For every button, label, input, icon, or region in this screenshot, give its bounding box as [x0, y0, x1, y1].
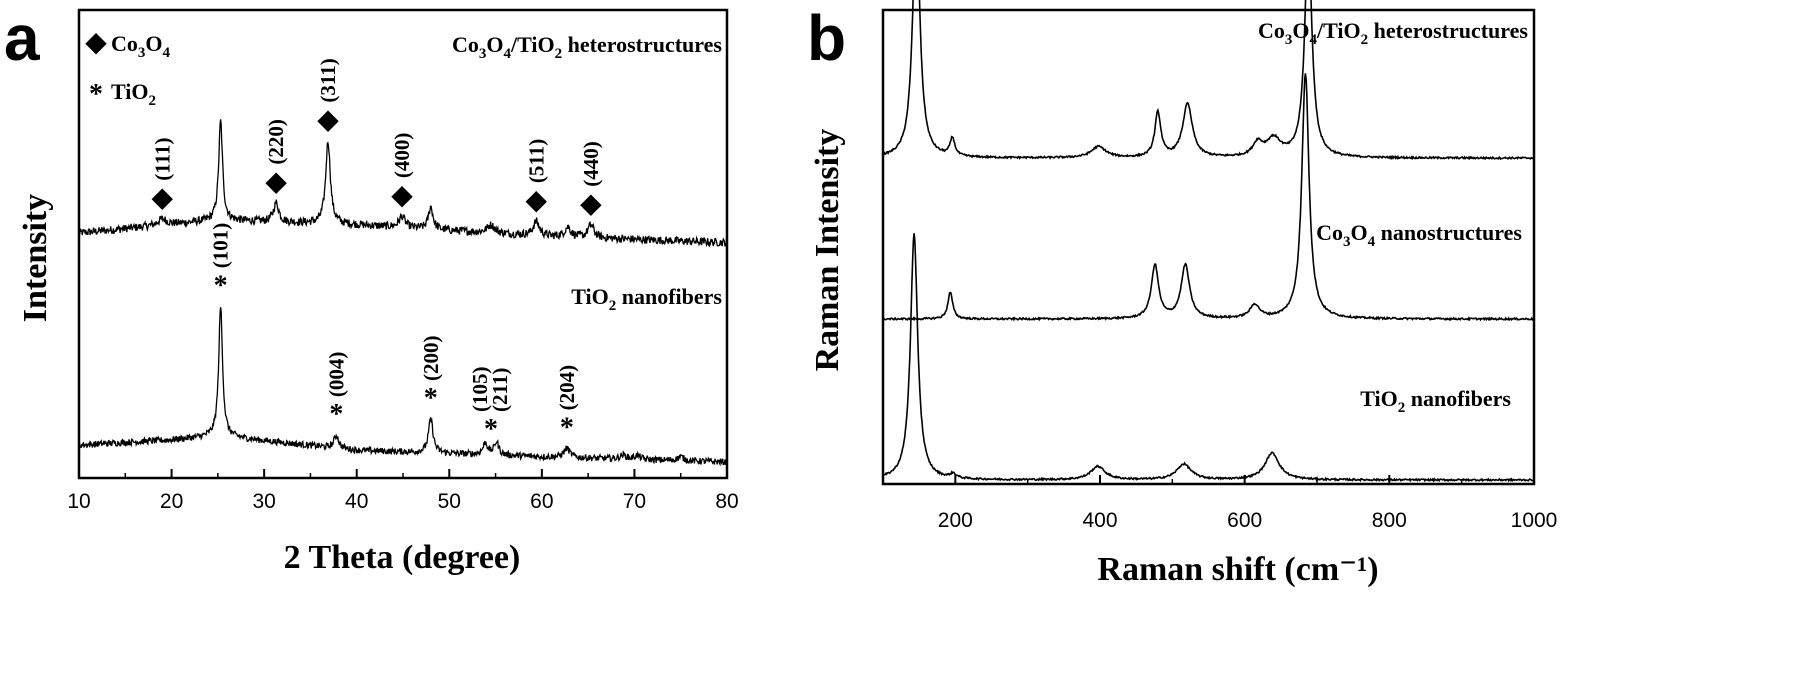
- panel-a-series-line: [78, 307, 728, 467]
- panel-a-hkl-label: (101): [209, 223, 233, 269]
- panel-a-hkl-label: (200): [419, 336, 443, 382]
- diamond-marker-icon: ◆: [526, 185, 548, 216]
- panel-b-xlabel: Raman shift (cm⁻¹): [1097, 551, 1378, 588]
- panel-a-legend-label-part: 2: [149, 93, 157, 109]
- diamond-marker-icon: ◆: [317, 105, 339, 136]
- panel-a-xtick-label: 80: [715, 490, 738, 513]
- panel-b-series-line: [883, 73, 1535, 322]
- panel-a-xtick-label: 10: [67, 490, 90, 513]
- panel-a-series-label-part: heterostructures: [562, 32, 722, 57]
- star-marker-icon: *: [329, 399, 343, 430]
- panel-a-series-label-part: nanofibers: [616, 284, 722, 309]
- panel-a-frame: [77, 8, 729, 480]
- panel-a-series-label-part: Co: [452, 32, 479, 57]
- panel-a-xtick-label: 70: [623, 490, 646, 513]
- diamond-marker-icon: ◆: [391, 180, 413, 211]
- panel-b-series-line: [883, 233, 1535, 483]
- panel-b-letter: b: [807, 2, 846, 74]
- panel-b-ylabel: Raman Intensity: [809, 129, 846, 372]
- panel-a-ylabel: Intensity: [17, 194, 54, 322]
- star-marker-icon: *: [424, 383, 438, 414]
- panel-a-series-label-part: /TiO: [510, 32, 555, 57]
- panel-b-series-line: [882, 0, 1535, 161]
- panel-b-frame: [881, 8, 1536, 486]
- star-marker-icon: *: [560, 412, 574, 443]
- panel-a-legend-label-part: O: [145, 31, 162, 56]
- panel-a-xtick-label: 40: [345, 490, 368, 513]
- panel-a-series-label: Co3O4/TiO2 heterostructures: [452, 32, 722, 62]
- panel-a-series-label-part: TiO: [571, 284, 609, 309]
- diamond-marker-icon: ◆: [85, 27, 107, 58]
- panel-a-legend-label-part: TiO: [111, 79, 149, 104]
- panel-a-series-label-part: 3: [479, 46, 487, 62]
- panel-b-series-label-part: nanofibers: [1405, 386, 1511, 411]
- diamond-marker-icon: ◆: [580, 189, 602, 220]
- panel-a-series-label-part: 2: [609, 298, 617, 314]
- panel-a-series-label-part: 4: [504, 46, 512, 62]
- panel-a-plot: 10 20 30 40 50 60 70 80◆(111)◆(220) ◆(311)◆(400)…: [67, 8, 739, 513]
- panel-b-xtick-label: 600: [1227, 509, 1262, 532]
- panel-b-series-label-part: 4: [1368, 234, 1376, 250]
- panel-a-xtick-label: 30: [252, 490, 275, 513]
- star-marker-icon: *: [484, 414, 498, 445]
- panel-a-hkl-label: (105): [468, 366, 492, 412]
- panel-a-hkl-label: (400): [390, 133, 414, 179]
- panel-b-series-label-part: 3: [1343, 234, 1351, 250]
- panel-a-hkl-label: (004): [324, 352, 348, 398]
- panel-a-series-label-part: 2: [555, 46, 563, 62]
- panel-a-legend-label: TiO2: [111, 79, 156, 109]
- panel-b-xtick-label: 400: [1082, 509, 1117, 532]
- panel-a-series-line: [78, 119, 728, 248]
- panel-a-legend-label-part: 4: [163, 45, 171, 61]
- panel-a-hkl-label: (511): [524, 139, 548, 183]
- panel-a-series-label: TiO2 nanofibers: [571, 284, 722, 314]
- panel-b-xtick-label: 200: [938, 509, 973, 532]
- panel-a-legend-label-part: Co: [111, 31, 138, 56]
- panel-a-hkl-label: (111): [150, 138, 174, 181]
- panel-a-hkl-label: (311): [316, 58, 340, 102]
- panel-b-series-label-part: 2: [1361, 32, 1369, 48]
- star-marker-icon: *: [214, 270, 228, 301]
- panel-b-series-label-part: 4: [1310, 32, 1318, 48]
- panel-b-series-label: Co3O4 nanostructures: [1316, 220, 1522, 250]
- panel-b-series-label-part: /TiO: [1316, 18, 1361, 43]
- panel-a-letter: a: [4, 2, 40, 74]
- panel-a-xlabel: 2 Theta (degree): [284, 539, 521, 576]
- panel-a-hkl-label: (220): [264, 119, 288, 165]
- panel-b-series-label-part: heterostructures: [1368, 18, 1528, 43]
- panel-a-hkl-label: (440): [579, 141, 603, 187]
- panel-b-series-label-part: O: [1292, 18, 1309, 43]
- panel-a-hkl-label: (211): [488, 368, 512, 412]
- panel-b-series-label-part: TiO: [1360, 386, 1398, 411]
- diamond-marker-icon: ◆: [265, 167, 287, 198]
- panel-b-series-label: Co3O4/TiO2 heterostructures: [1258, 18, 1528, 48]
- panel-a-series-label-part: O: [486, 32, 503, 57]
- panel-a-hkl-label: (204): [555, 365, 579, 411]
- panel-b-series-label: TiO2 nanofibers: [1360, 386, 1511, 416]
- panel-b-xtick-label: 800: [1372, 509, 1407, 532]
- panel-a-xtick-label: 60: [530, 490, 553, 513]
- panel-a-legend-label: Co3O4: [111, 31, 171, 61]
- panel-b-series-label-part: 2: [1398, 400, 1406, 416]
- panel-a-xtick-label: 50: [438, 490, 461, 513]
- panel-a-xtick-label: 20: [160, 490, 183, 513]
- diamond-marker-icon: ◆: [152, 183, 174, 214]
- panel-b-series-label-part: 3: [1285, 32, 1293, 48]
- panel-b-series-label-part: nanostructures: [1375, 220, 1522, 245]
- panel-b-series-label-part: O: [1350, 220, 1367, 245]
- star-marker-icon: *: [89, 79, 103, 110]
- panel-a-legend-label-part: 3: [138, 45, 146, 61]
- panel-b-series-label-part: Co: [1258, 18, 1285, 43]
- panel-b-xtick-label: 1000: [1511, 509, 1558, 532]
- panel-b-series-label-part: Co: [1316, 220, 1343, 245]
